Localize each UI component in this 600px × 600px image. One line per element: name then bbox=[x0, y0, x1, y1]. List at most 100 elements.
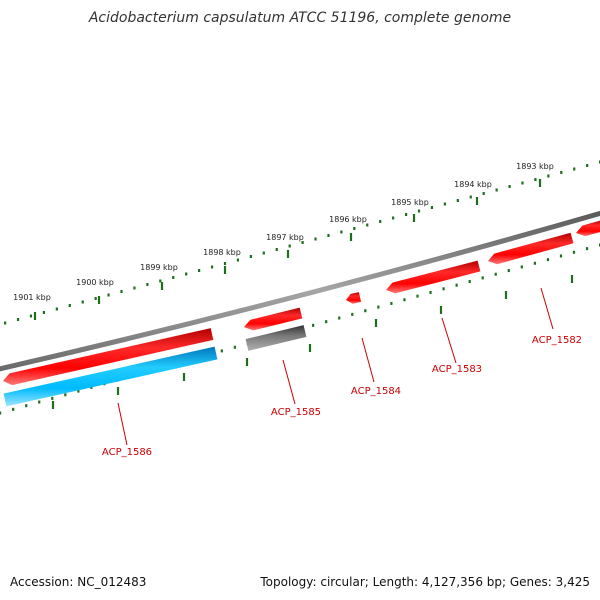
minor-tick bbox=[288, 244, 291, 248]
minor-tick bbox=[16, 318, 20, 321]
topology-summary: Topology: circular; Length: 4,127,356 bp… bbox=[260, 575, 590, 589]
gene-arrow-acp-1582[interactable] bbox=[488, 232, 574, 265]
minor-tick bbox=[392, 216, 395, 220]
minor-tick bbox=[573, 167, 576, 171]
minor-tick bbox=[508, 185, 511, 188]
leader-line bbox=[117, 402, 128, 446]
minor-tick bbox=[507, 269, 510, 273]
minor-tick bbox=[404, 213, 408, 216]
gene-arrow-acp-1585[interactable] bbox=[244, 307, 303, 331]
minor-tick bbox=[159, 279, 162, 283]
gene-arrow-acp-1583[interactable] bbox=[386, 260, 481, 294]
feature-label[interactable]: ACP_1585 bbox=[271, 407, 321, 418]
minor-tick bbox=[236, 258, 240, 262]
minor-tick bbox=[107, 293, 110, 297]
minor-tick bbox=[338, 316, 341, 320]
minor-tick bbox=[325, 320, 328, 324]
minor-tick bbox=[233, 345, 236, 349]
minor-tick bbox=[312, 323, 315, 327]
minor-tick bbox=[534, 178, 537, 181]
leader-line bbox=[540, 287, 554, 330]
minor-tick bbox=[366, 223, 369, 227]
minor-tick bbox=[442, 287, 445, 291]
minor-tick bbox=[0, 411, 2, 415]
minor-tick bbox=[314, 237, 317, 241]
minor-tick bbox=[469, 195, 472, 199]
feature-label[interactable]: ACP_1586 bbox=[102, 447, 152, 458]
minor-tick bbox=[249, 255, 252, 258]
minor-tick bbox=[547, 174, 550, 178]
minor-tick bbox=[38, 400, 41, 404]
minor-tick bbox=[468, 280, 471, 284]
minor-tick bbox=[146, 283, 149, 286]
minor-tick bbox=[429, 290, 432, 294]
minor-tick bbox=[377, 305, 380, 309]
minor-tick bbox=[77, 389, 80, 393]
feature-label[interactable]: ACP_1584 bbox=[351, 386, 401, 397]
tick-label: 1898 kbp bbox=[203, 248, 241, 257]
gene-arrow-acp-1584[interactable] bbox=[346, 292, 362, 304]
minor-tick bbox=[327, 234, 330, 237]
leader-line bbox=[361, 337, 375, 383]
minor-tick bbox=[133, 286, 136, 290]
minor-tick bbox=[351, 312, 354, 316]
tick-label: 1895 kbp bbox=[391, 198, 429, 207]
minor-tick bbox=[430, 206, 434, 209]
minor-tick bbox=[81, 300, 84, 304]
minor-tick bbox=[12, 407, 15, 411]
feature-label[interactable]: ACP_1583 bbox=[432, 364, 482, 375]
minor-tick bbox=[210, 265, 214, 269]
minor-tick bbox=[353, 227, 356, 230]
minor-tick bbox=[416, 294, 419, 298]
rna-bar-acp-1586[interactable] bbox=[3, 346, 218, 407]
accession-text: Accession: NC_012483 bbox=[10, 575, 147, 589]
minor-tick bbox=[520, 265, 523, 269]
minor-tick bbox=[521, 181, 524, 185]
tick-label: 1894 kbp bbox=[454, 180, 492, 189]
minor-tick bbox=[185, 272, 188, 276]
minor-tick bbox=[340, 230, 343, 234]
tick-label: 1896 kbp bbox=[329, 215, 367, 224]
minor-tick bbox=[403, 298, 406, 302]
minor-tick bbox=[275, 248, 278, 251]
minor-tick bbox=[481, 276, 484, 280]
minor-tick bbox=[90, 385, 93, 389]
feature-layer bbox=[3, 220, 600, 407]
minor-tick bbox=[482, 192, 485, 195]
minor-tick bbox=[379, 220, 382, 223]
map-title: Acidobacterium capsulatum ATCC 51196, co… bbox=[88, 10, 512, 26]
minor-tick bbox=[220, 349, 223, 353]
gene-arrow-acp-1586[interactable] bbox=[3, 328, 214, 386]
minor-tick bbox=[4, 321, 7, 325]
gene-arrow-next[interactable] bbox=[576, 220, 600, 237]
minor-tick bbox=[364, 309, 367, 313]
minor-tick bbox=[25, 404, 28, 408]
minor-tick bbox=[262, 251, 265, 255]
backbone-line bbox=[0, 210, 600, 372]
minor-tick bbox=[94, 297, 97, 300]
minor-tick bbox=[417, 209, 421, 213]
minor-tick bbox=[495, 188, 498, 192]
minor-tick bbox=[455, 283, 458, 287]
minor-tick bbox=[120, 290, 123, 293]
feature-bar-acp-1585[interactable] bbox=[245, 325, 307, 351]
tick-label: 1899 kbp bbox=[140, 263, 178, 272]
minor-tick bbox=[64, 393, 67, 397]
feature-label[interactable]: ACP_1582 bbox=[532, 335, 582, 346]
tick-label: 1901 kbp bbox=[13, 293, 51, 302]
minor-tick bbox=[533, 261, 536, 265]
tick-label: 1900 kbp bbox=[76, 278, 114, 287]
minor-tick bbox=[390, 301, 393, 305]
minor-tick bbox=[560, 171, 563, 174]
minor-tick bbox=[586, 164, 589, 167]
minor-tick bbox=[546, 258, 550, 262]
minor-tick bbox=[223, 262, 227, 265]
minor-tick bbox=[172, 276, 175, 279]
minor-tick bbox=[51, 396, 54, 400]
minor-tick bbox=[456, 199, 459, 202]
minor-tick bbox=[585, 247, 589, 251]
feature-labels: ACP_1582 ACP_1583 ACP_1584 ACP_1585 ACP_1586 bbox=[102, 287, 582, 458]
leader-line bbox=[441, 317, 457, 364]
minor-tick bbox=[42, 311, 46, 314]
